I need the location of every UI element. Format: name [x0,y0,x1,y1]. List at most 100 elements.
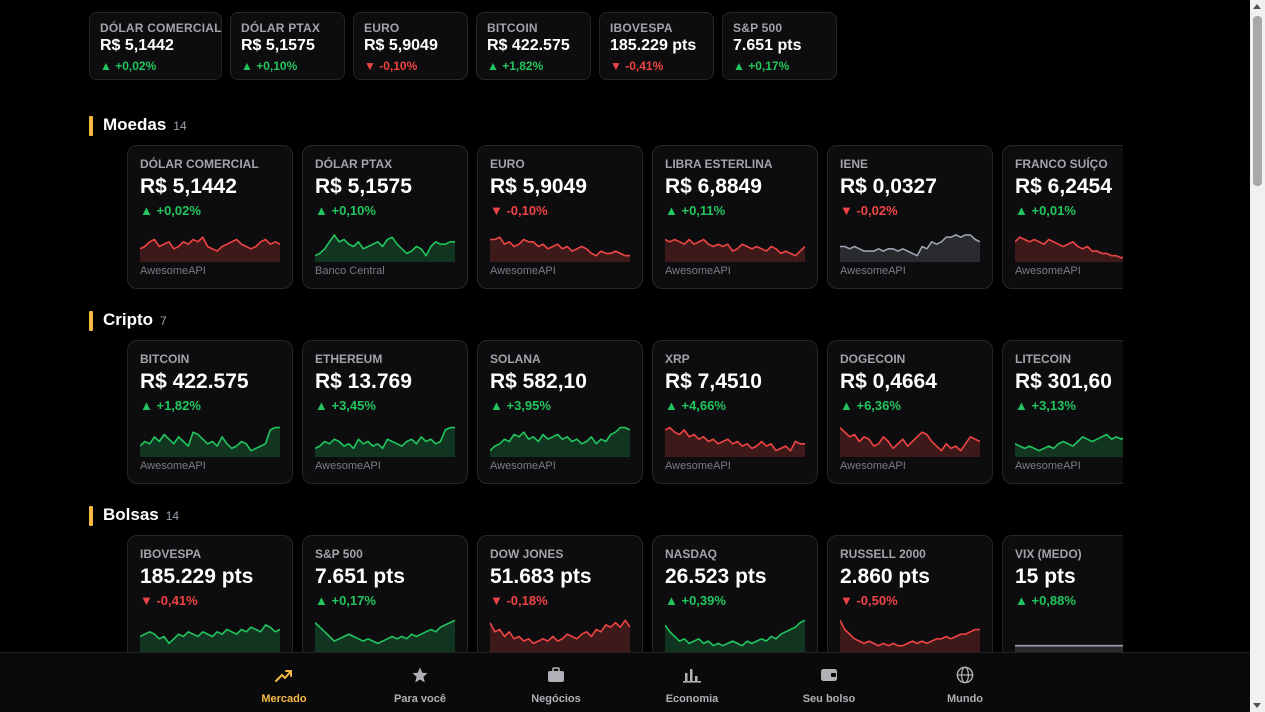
briefcase-icon [506,665,606,685]
scroll-down-arrow-icon[interactable] [1253,703,1261,708]
sparkline-chart [140,624,280,652]
sparkline-area [840,234,980,262]
nav-item-mercado[interactable]: Mercado [234,665,334,705]
ticker-label: S&P 500 [733,21,783,35]
quote-change: ▲ +0,02% [140,203,201,218]
section-bolsas: Bolsas 14 IBOVESPA 185.229 pts ▼ -0,41% S&P… [89,505,1123,679]
sparkline-chart [840,619,980,652]
quote-card[interactable]: SOLANA R$ 582,10 ▲ +3,95% AwesomeAPI [477,340,643,484]
sparkline-chart [1015,644,1123,652]
sparkline-line [1015,433,1123,452]
nav-item-seu-bolso[interactable]: Seu bolso [779,665,879,705]
quote-card[interactable]: DÓLAR COMERCIAL R$ 5,1442 ▲ +0,02% AwesomeA… [127,145,293,289]
quote-card[interactable]: IENE R$ 0,0327 ▼ -0,02% AwesomeAPI [827,145,993,289]
quote-change: ▲ +3,45% [315,398,376,413]
quote-card[interactable]: EURO R$ 5,9049 ▼ -0,10% AwesomeAPI [477,145,643,289]
quote-card[interactable]: FRANCO SUÍÇO R$ 6,2454 ▲ +0,01% AwesomeAPI [1002,145,1123,289]
quote-label: FRANCO SUÍÇO [1015,157,1108,171]
quote-card[interactable]: XRP R$ 7,4510 ▲ +4,66% AwesomeAPI [652,340,818,484]
sparkline-line [1015,236,1123,259]
nav-label: Para você [394,693,446,705]
sparkline-line [315,426,455,450]
ticker-card[interactable]: BITCOIN R$ 422.575 ▲ +1,82% [476,12,591,80]
sparkline-chart [665,426,805,457]
quote-card[interactable]: BITCOIN R$ 422.575 ▲ +1,82% AwesomeAPI [127,340,293,484]
sparkline-line [840,619,980,647]
ticker-value: R$ 5,1575 [241,37,315,54]
quote-label: LITECOIN [1015,352,1071,366]
sparkline-area [140,237,280,262]
card-row[interactable]: DÓLAR COMERCIAL R$ 5,1442 ▲ +0,02% AwesomeA… [127,145,1123,290]
quote-change: ▲ +1,82% [140,398,201,413]
ticker-change: ▼ -0,10% [364,59,418,73]
ticker-card[interactable]: IBOVESPA 185.229 pts ▼ -0,41% [599,12,714,80]
nav-item-economia[interactable]: Economia [642,665,742,705]
ticker-value: 7.651 pts [733,37,802,54]
sparkline-line [665,619,805,647]
quote-card[interactable]: ETHEREUM R$ 13.769 ▲ +3,45% AwesomeAPI [302,340,468,484]
quote-card[interactable]: LITECOIN R$ 301,60 ▲ +3,13% AwesomeAPI [1002,340,1123,484]
sparkline-chart [315,426,455,457]
sparkline-area [315,620,455,652]
quote-value: R$ 0,0327 [840,175,937,198]
quote-label: NASDAQ [665,547,718,561]
section-title: Bolsas [103,505,159,524]
sparkline-line [490,426,630,452]
scroll-thumb[interactable] [1253,16,1262,186]
sparkline-area [665,427,805,457]
sparkline-chart [490,619,630,652]
quote-change: ▼ -0,50% [840,593,898,608]
ticker-card[interactable]: DÓLAR PTAX R$ 5,1575 ▲ +0,10% [230,12,345,80]
quote-card[interactable]: DÓLAR PTAX R$ 5,1575 ▲ +0,10% Banco Central [302,145,468,289]
ticker-change: ▲ +0,10% [241,59,298,73]
page-scrollbar[interactable] [1250,0,1265,712]
bar-chart-icon [642,665,742,685]
sparkline-line [490,619,630,645]
wallet-icon [779,665,879,685]
quote-value: R$ 6,2454 [1015,175,1112,198]
card-row[interactable]: BITCOIN R$ 422.575 ▲ +1,82% AwesomeAPI ETHER… [127,340,1123,485]
sparkline-line [840,427,980,452]
ticker-card[interactable]: EURO R$ 5,9049 ▼ -0,10% [353,12,468,80]
sparkline-chart [840,427,980,457]
quote-label: ETHEREUM [315,352,383,366]
sparkline-area [1015,645,1123,652]
globe-icon [915,665,1015,685]
ticker-card[interactable]: S&P 500 7.651 pts ▲ +0,17% [722,12,837,80]
quote-label: SOLANA [490,352,541,366]
trending-up-icon [234,665,334,685]
quote-change: ▲ +3,95% [490,398,551,413]
ticker-label: DÓLAR PTAX [241,21,321,35]
quote-card[interactable]: DOGECOIN R$ 0,4664 ▲ +6,36% AwesomeAPI [827,340,993,484]
ticker-change: ▲ +0,02% [100,59,157,73]
quote-source: AwesomeAPI [665,460,731,472]
section-moedas: Moedas 14 DÓLAR COMERCIAL R$ 5,1442 ▲ +0,0… [89,115,1123,289]
quote-label: DÓLAR PTAX [315,157,393,171]
sparkline-area [140,427,280,457]
sparkline-chart [665,619,805,652]
scroll-up-arrow-icon[interactable] [1253,4,1261,9]
quote-change: ▲ +6,36% [840,398,901,413]
quote-label: LIBRA ESTERLINA [665,157,773,171]
nav-item-para-voce[interactable]: Para você [370,665,470,705]
quote-card[interactable]: LIBRA ESTERLINA R$ 6,8849 ▲ +0,11% AwesomeA… [652,145,818,289]
quote-label: DOGECOIN [840,352,906,366]
quote-label: S&P 500 [315,547,363,561]
sparkline-line [490,236,630,257]
nav-item-negocios[interactable]: Negócios [506,665,606,705]
quote-value: 7.651 pts [315,565,405,588]
nav-item-mundo[interactable]: Mundo [915,665,1015,705]
ticker-card[interactable]: DÓLAR COMERCIAL R$ 5,1442 ▲ +0,02% [89,12,222,80]
sparkline-chart [1015,433,1123,457]
sparkline-line [140,624,280,645]
ticker-change: ▲ +0,17% [733,59,790,73]
quote-label: IBOVESPA [140,547,202,561]
section-title: Cripto [103,310,154,329]
quote-change: ▲ +0,17% [315,593,376,608]
quote-source: AwesomeAPI [840,460,906,472]
sparkline-chart [490,426,630,457]
quote-source: Banco Central [315,265,385,277]
quote-label: RUSSELL 2000 [840,547,926,561]
quote-label: DOW JONES [490,547,564,561]
quote-source: AwesomeAPI [490,265,556,277]
